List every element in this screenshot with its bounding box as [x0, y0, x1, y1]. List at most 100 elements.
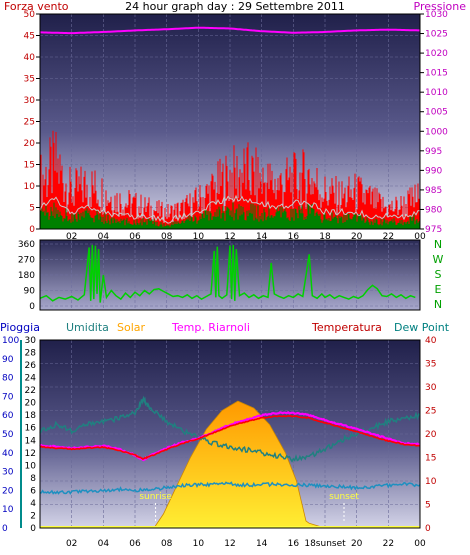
humidity-tick-label: 26 — [25, 361, 37, 371]
humidity-tick-label: 18 — [25, 411, 37, 421]
temperature-line — [39, 414, 421, 461]
pressure-tick-label: 1025 — [425, 30, 448, 40]
humidity-tick-label: 6 — [30, 486, 36, 496]
temp-y-axis: 0 5 10 15 20 25 30 35 40 — [425, 336, 437, 534]
pressure-tick-label: 1020 — [425, 49, 448, 59]
hour-tick-label: 06 — [129, 539, 141, 549]
hour-tick-label: 18 — [319, 232, 331, 242]
humidity-line — [39, 395, 421, 463]
pressure-axis-title: Pressione — [414, 0, 467, 13]
sunset-label: sunset — [329, 492, 359, 502]
compass-label: N — [434, 298, 442, 311]
rain-tick-label: 50 — [2, 430, 14, 440]
temp-tick-label: 25 — [425, 407, 436, 417]
direction-y-axis: 0 90 180 270 360 — [18, 240, 35, 312]
rain-tick-label: 60 — [2, 411, 14, 421]
temp-tick-label: 30 — [425, 383, 437, 393]
hour-tick-label: 14 — [256, 539, 268, 549]
wind-tick-label: 35 — [24, 75, 35, 85]
pressure-tick-label: 985 — [425, 186, 442, 196]
humidity-tick-label: 4 — [30, 499, 36, 509]
sunrise-label: sunrise — [139, 492, 172, 502]
pressure-tick-label: 975 — [425, 225, 442, 235]
compass-label: E — [435, 283, 442, 296]
direction-tick-label: 270 — [18, 256, 35, 266]
humidity-tick-label: 8 — [30, 474, 36, 484]
solar-area — [153, 400, 326, 529]
direction-tick-label: 0 — [29, 302, 35, 312]
humidity-tick-label: 30 — [25, 336, 37, 346]
temp-tick-label: 15 — [425, 454, 436, 464]
rain-tick-label: 20 — [2, 486, 14, 496]
wind-tick-label: 25 — [24, 118, 35, 128]
rain-tick-label: 80 — [2, 374, 14, 384]
compass-label: N — [434, 238, 442, 251]
temp-plot-frame — [39, 339, 421, 529]
hour-tick-label: 12 — [224, 539, 235, 549]
wind-plot-frame — [39, 13, 421, 230]
pressure-tick-label: 995 — [425, 147, 442, 157]
humidity-tick-label: 16 — [25, 424, 37, 434]
hour-tick-label: 22 — [383, 539, 394, 549]
humidity-tick-label: 24 — [25, 374, 37, 384]
temp-x-axis: 02 04 06 08 10 12 14 16 18sunset 20 22 00 — [66, 539, 426, 549]
temp-series — [39, 395, 421, 529]
legend-temperature: Temperatura — [311, 321, 382, 334]
rain-tick-label: 90 — [2, 355, 14, 365]
apparent-temp-line — [39, 410, 421, 462]
direction-series — [39, 244, 416, 303]
wind-tick-label: 20 — [24, 139, 36, 149]
pressure-y-axis: 975 980 985 990 995 1000 1005 1010 1015 1020 1025 1… — [420, 10, 448, 235]
hour-tick-label: 22 — [383, 232, 394, 242]
hour-tick-label: 18sunset — [304, 539, 346, 549]
wind-series — [39, 26, 421, 229]
legend-solar: Solar — [117, 321, 146, 334]
hour-tick-label: 00 — [414, 539, 426, 549]
humidity-tick-label: 14 — [25, 436, 37, 446]
direction-tick-label: 360 — [18, 240, 35, 250]
humidity-tick-label: 28 — [25, 349, 37, 359]
rain-tick-label: 70 — [2, 392, 14, 402]
pressure-tick-label: 980 — [425, 205, 442, 215]
pressure-tick-label: 1005 — [425, 108, 448, 118]
temp-tick-label: 5 — [425, 501, 431, 511]
direction-tick-label: 90 — [24, 287, 36, 297]
wind-tick-label: 30 — [24, 96, 36, 106]
rain-tick-label: 100 — [2, 336, 19, 346]
hour-tick-label: 04 — [98, 232, 110, 242]
hour-tick-label: 20 — [351, 232, 363, 242]
hour-tick-label: 12 — [224, 232, 235, 242]
humidity-tick-label: 2 — [30, 511, 36, 521]
humidity-tick-label: 10 — [25, 461, 37, 471]
hour-tick-label: 08 — [161, 539, 173, 549]
humidity-tick-label: 22 — [25, 386, 36, 396]
average-wind-line — [39, 194, 421, 224]
rain-y-axis: 0 10 20 30 40 50 60 70 80 90 100 — [2, 336, 22, 534]
hour-tick-label: 10 — [193, 232, 205, 242]
hour-tick-label: 20 — [351, 539, 363, 549]
pressure-tick-label: 1015 — [425, 69, 448, 79]
wind-axis-title: Forza vento — [4, 0, 69, 13]
hour-tick-label: 04 — [98, 539, 110, 549]
temp-tick-label: 20 — [425, 430, 437, 440]
dew-point-line — [39, 481, 421, 495]
wind-tick-label: 45 — [24, 32, 35, 42]
pressure-tick-label: 1000 — [425, 127, 448, 137]
rain-tick-label: 10 — [2, 505, 14, 515]
wind-tick-label: 5 — [29, 204, 35, 214]
humidity-tick-label: 20 — [25, 399, 37, 409]
compass-label: S — [435, 268, 442, 281]
hour-tick-label: 06 — [129, 232, 141, 242]
legend-dew-point: Dew Point — [394, 321, 450, 334]
rain-tick-label: 0 — [2, 524, 8, 534]
hour-tick-label: 08 — [161, 232, 173, 242]
hour-tick-label: 16 — [288, 232, 300, 242]
wind-tick-label: 50 — [24, 10, 36, 20]
pressure-tick-label: 1030 — [425, 10, 448, 20]
legend-app-temp: Temp. Riarnoli — [171, 321, 250, 334]
wind-tick-label: 15 — [24, 161, 35, 171]
legend-rain: Pioggia — [0, 321, 40, 334]
wind-direction-line — [39, 244, 416, 303]
